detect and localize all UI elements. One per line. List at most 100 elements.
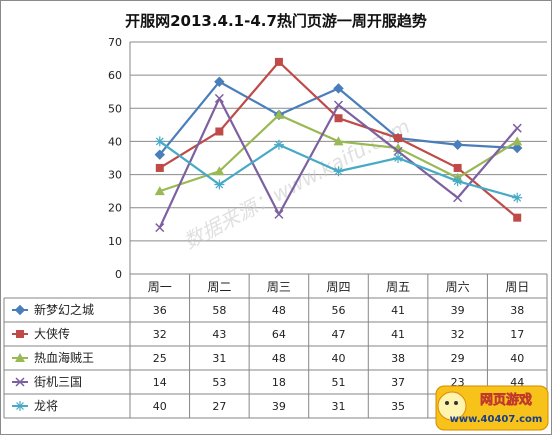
- data-point-marker: [452, 139, 463, 150]
- badge-mascot-icon: [437, 391, 467, 421]
- data-point-marker: [274, 57, 283, 66]
- data-point-marker: [453, 193, 463, 203]
- table-cell: 40: [510, 352, 524, 365]
- data-point-marker: [393, 153, 404, 163]
- data-point-marker: [154, 136, 165, 147]
- table-cell: 41: [391, 328, 405, 341]
- data-point-marker: [512, 136, 523, 146]
- data-point-marker: [513, 213, 522, 222]
- legend-label: 龙将: [34, 399, 58, 413]
- table-cell: 32: [451, 328, 465, 341]
- data-point-marker: [214, 76, 225, 87]
- y-tick-label: 60: [108, 69, 122, 82]
- site-badge: 网页游戏 www.40407.com: [435, 385, 549, 431]
- table-cell: 51: [332, 376, 346, 389]
- data-point-marker: [452, 176, 463, 187]
- data-point-marker: [155, 163, 164, 172]
- y-tick-label: 20: [108, 202, 122, 215]
- table-cell: 48: [272, 352, 286, 365]
- x-category-label: 周三: [267, 280, 291, 294]
- data-point-marker: [155, 223, 165, 233]
- table-cell: 18: [272, 376, 286, 389]
- data-point-marker: [333, 83, 344, 94]
- legend-label: 热血海贼王: [34, 350, 94, 365]
- y-tick-label: 0: [115, 268, 122, 281]
- x-category-label: 周一: [148, 280, 172, 294]
- table-cell: 31: [332, 400, 346, 413]
- table-cell: 27: [212, 400, 226, 413]
- table-cell: 31: [212, 352, 226, 365]
- data-point-marker: [273, 109, 284, 119]
- y-tick-label: 70: [108, 36, 122, 49]
- data-point-marker: [393, 146, 403, 156]
- table-row: 大侠传 32 43 64 47 41 32 17: [12, 326, 524, 341]
- x-category-label: 周二: [207, 280, 231, 294]
- badge-background: [435, 385, 549, 431]
- data-point-marker: [512, 192, 523, 203]
- data-point-marker: [154, 149, 165, 160]
- table-cell: 58: [212, 304, 226, 317]
- badge-mascot-eye-icon: [445, 401, 449, 405]
- data-point-marker: [273, 139, 284, 150]
- series-star: [154, 136, 523, 203]
- data-point-marker: [214, 179, 225, 190]
- table-cell: 40: [153, 400, 167, 413]
- x-category-label: 周四: [326, 280, 350, 294]
- x-category-label: 周五: [386, 280, 410, 294]
- data-point-marker: [333, 100, 344, 110]
- data-point-marker: [453, 163, 462, 172]
- chart-title: 开服网2013.4.1-4.7热门页游一周开服趋势: [125, 12, 427, 30]
- table-cell: 56: [332, 304, 346, 317]
- legend-label: 街机三国: [34, 375, 82, 389]
- legend-label: 新梦幻之城: [34, 302, 94, 317]
- data-point-marker: [274, 209, 284, 219]
- table-cell: 35: [391, 400, 405, 413]
- table-cell: 48: [272, 304, 286, 317]
- table-cell: 38: [510, 304, 524, 317]
- table-cell: 14: [153, 376, 167, 389]
- badge-title: 网页游戏: [480, 392, 532, 408]
- legend-label: 大侠传: [34, 326, 70, 341]
- data-point-marker: [512, 142, 523, 154]
- x-category-label: 周日: [505, 280, 529, 294]
- table-cell: 64: [272, 328, 286, 341]
- table-cell: 47: [332, 328, 346, 341]
- table-cell: 43: [212, 328, 226, 341]
- badge-mascot-eye-icon: [454, 401, 458, 405]
- data-point-marker: [394, 134, 403, 143]
- data-point-marker: [333, 166, 344, 177]
- y-axis: 0 10 20 30 40 50 60 70: [108, 36, 131, 281]
- table-cell: 53: [212, 376, 226, 389]
- y-tick-label: 30: [108, 169, 122, 182]
- y-tick-label: 40: [108, 135, 122, 148]
- data-point-marker: [334, 114, 343, 123]
- series-square: [155, 57, 522, 222]
- table-cell: 39: [451, 304, 465, 317]
- table-cell: 36: [153, 304, 167, 317]
- table-cell: 39: [272, 400, 286, 413]
- table-cell: 37: [391, 376, 405, 389]
- table-cell: 32: [153, 328, 167, 341]
- data-point-marker: [215, 127, 224, 136]
- data-point-marker: [214, 93, 224, 103]
- table-cell: 38: [391, 352, 405, 365]
- data-point-marker: [512, 123, 522, 133]
- x-category-label: 周六: [446, 280, 470, 294]
- y-tick-label: 10: [108, 235, 122, 248]
- table-row: 龙将 40 27 39 31 35: [12, 399, 405, 413]
- table-row: 热血海贼王 25 31 48 40 38 29 40: [12, 350, 524, 365]
- table-row: 新梦幻之城 36 58 48 56 41 39 38: [12, 302, 524, 317]
- table-cell: 41: [391, 304, 405, 317]
- table-cell: 29: [451, 352, 465, 365]
- series-lines: [154, 57, 523, 233]
- data-point-marker: [214, 166, 225, 176]
- badge-url: www.40407.com: [450, 414, 543, 425]
- y-tick-label: 50: [108, 102, 122, 115]
- data-point-marker: [154, 186, 165, 196]
- table-cell: 25: [153, 352, 167, 365]
- series-x: [155, 93, 522, 233]
- table-cell: 17: [510, 328, 524, 341]
- data-point-marker: [333, 136, 344, 146]
